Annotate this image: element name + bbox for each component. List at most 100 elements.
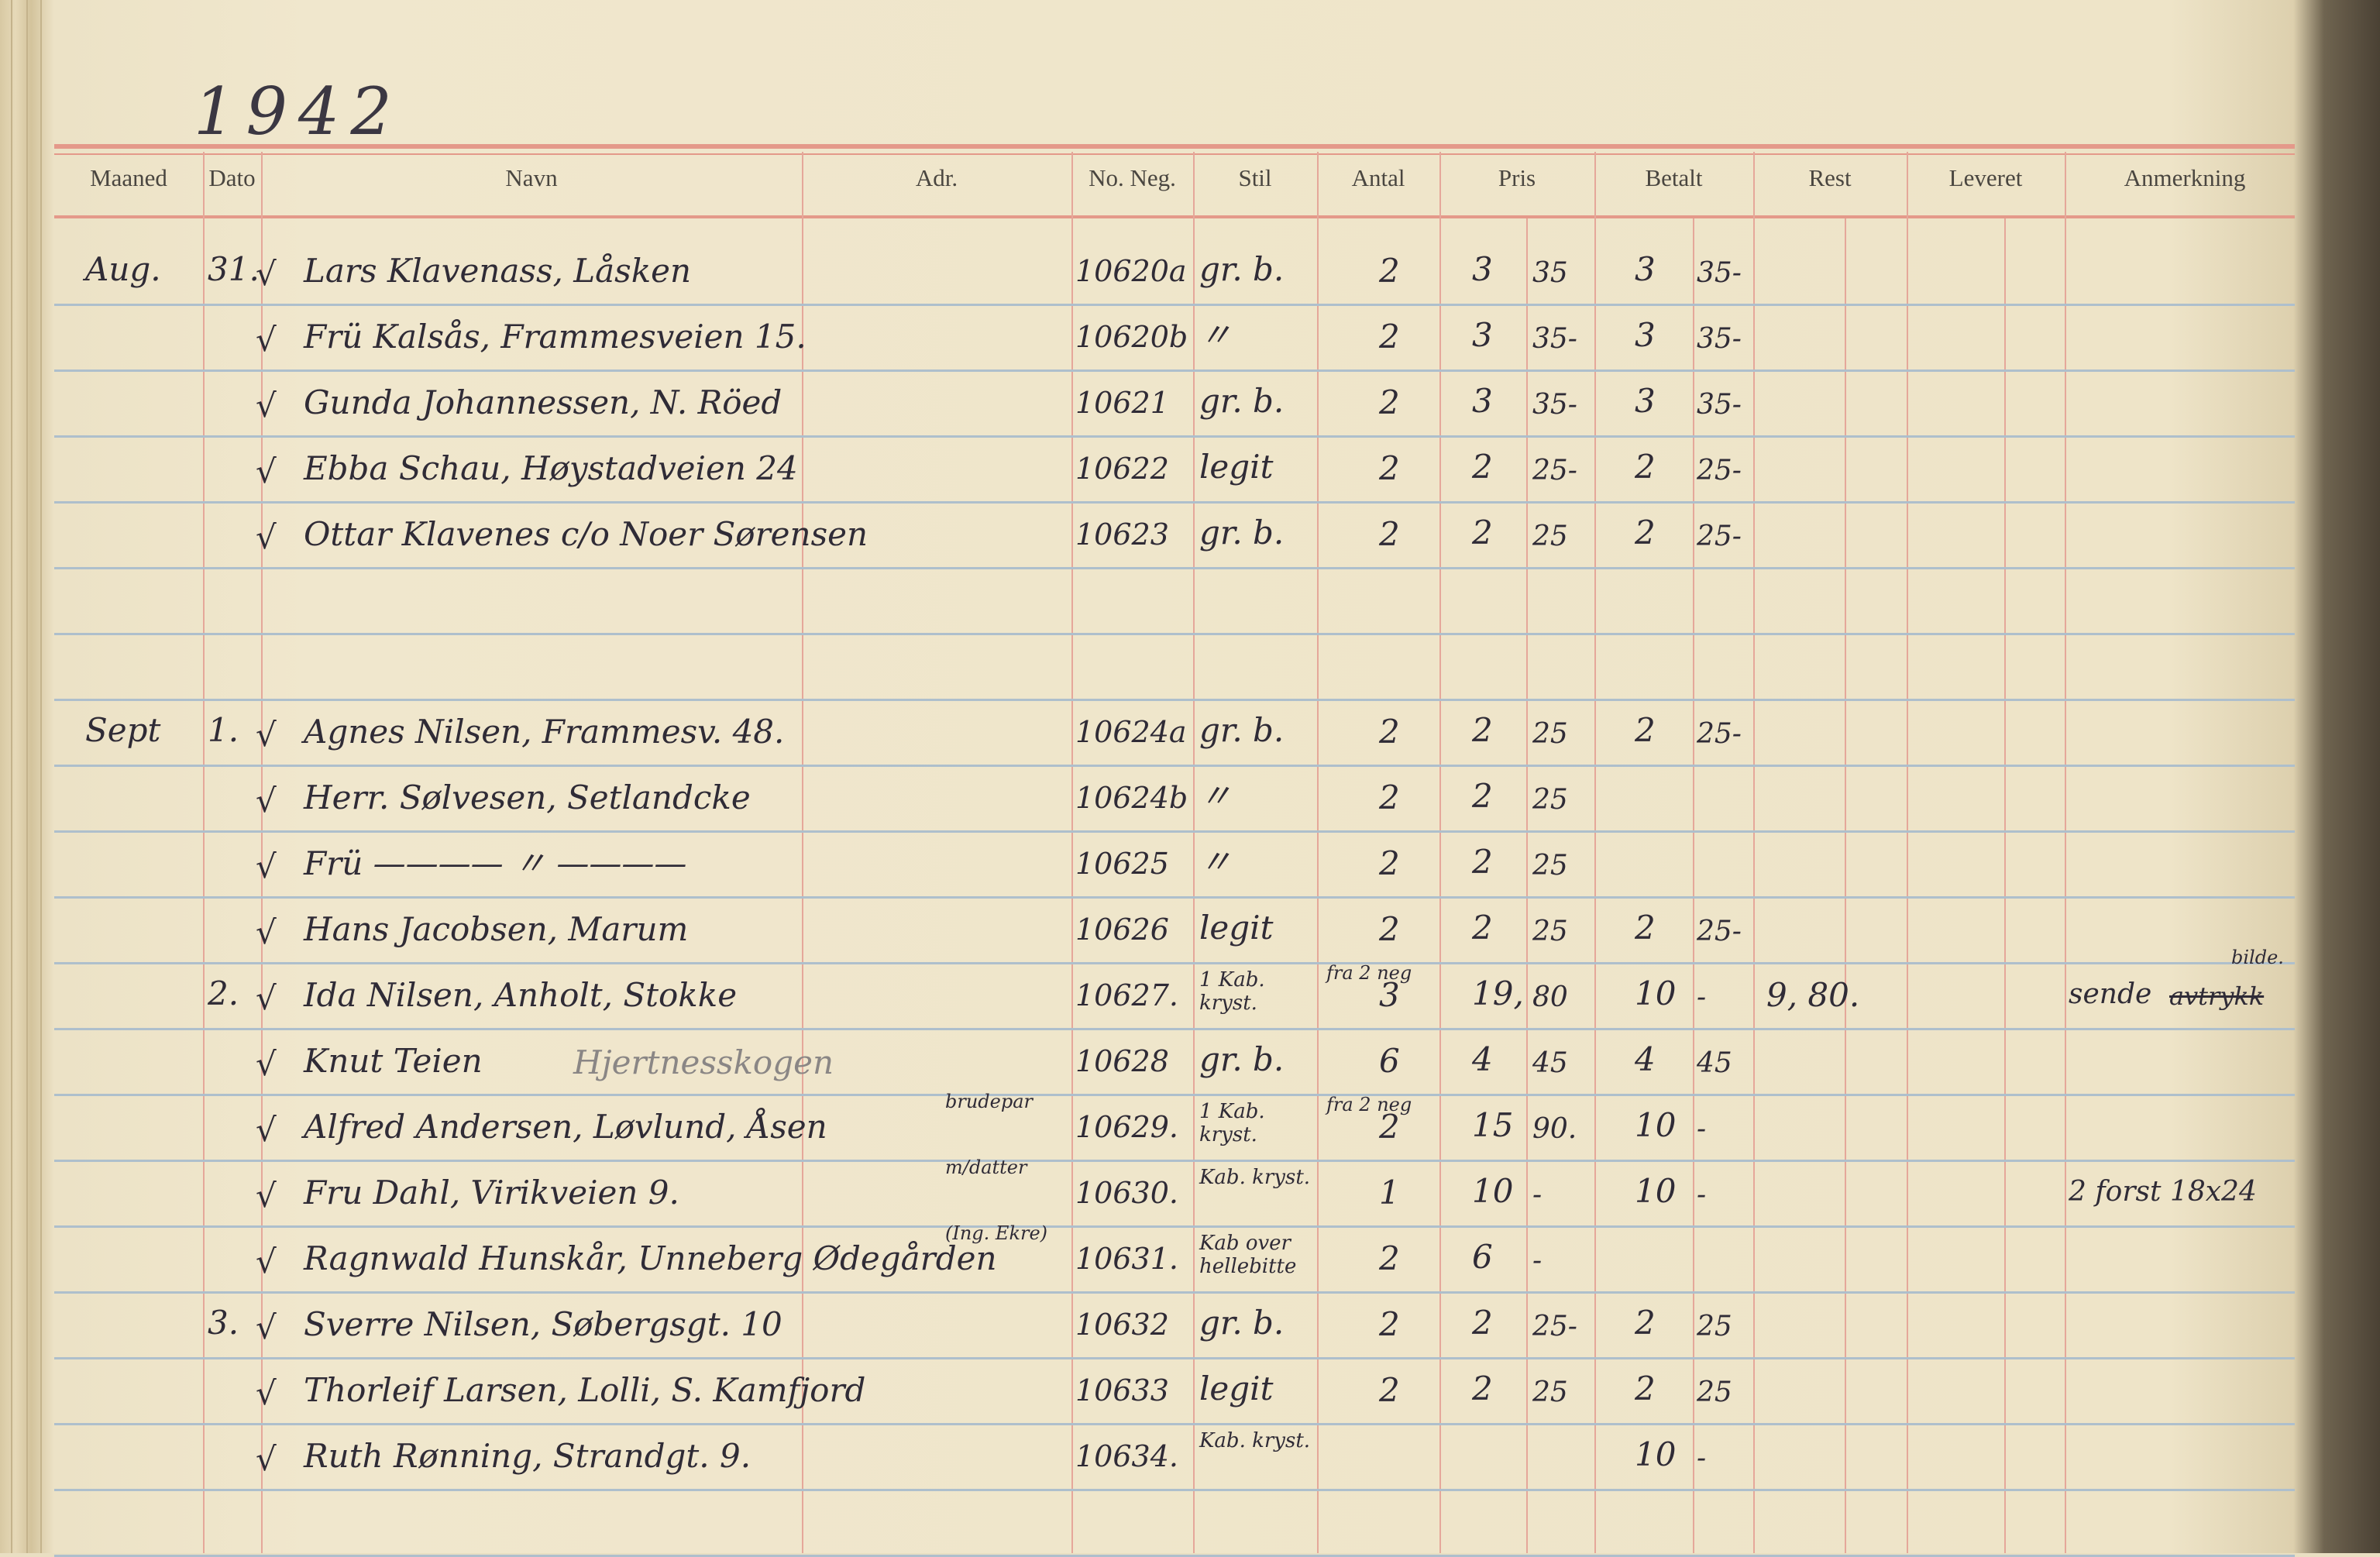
quantity-cell: 2 <box>1379 713 1400 751</box>
quantity-cell: 2 <box>1379 1108 1400 1146</box>
day-cell: 3. <box>208 1304 239 1342</box>
ledger-row: √ Ottar Klavenes c/o Noer Sørensen 10623 gr… <box>0 501 2380 567</box>
paid-kroner-cell: 2 <box>1635 711 1656 749</box>
column-header: Rest <box>1808 164 1852 191</box>
name-cell: Fru Dahl, Virikveien 9. <box>304 1174 679 1212</box>
negative-number-cell: 10621 <box>1075 386 1169 420</box>
quantity-cell: 2 <box>1379 449 1400 487</box>
negative-number-cell: 10624a <box>1075 715 1187 749</box>
negative-number-cell: 10620a <box>1075 254 1187 288</box>
row-rule <box>54 1357 2295 1359</box>
column-rule <box>1439 152 1441 1553</box>
name-note: brudepar <box>945 1091 1034 1112</box>
paid-ore-cell: 25- <box>1697 718 1742 750</box>
quantity-cell: 2 <box>1379 252 1400 290</box>
name-cell: Ottar Klavenes c/o Noer Sørensen <box>304 515 868 553</box>
column-header: No. Neg. <box>1089 164 1176 191</box>
price-kroner-cell: 2 <box>1472 843 1493 881</box>
negative-number-cell: 10623 <box>1075 517 1169 552</box>
price-kroner-cell: 2 <box>1472 1370 1493 1407</box>
negative-number-cell: 10626 <box>1075 913 1169 947</box>
quantity-cell: 2 <box>1379 1371 1400 1409</box>
price-kroner-cell: 10 <box>1472 1172 1514 1210</box>
remark-cell: 2 forst 18x24 <box>2069 1176 2257 1208</box>
price-kroner-cell: 2 <box>1472 1304 1493 1342</box>
ledger-row: √ Fru Dahl, Virikveien 9. m/datter 10630. Ka… <box>0 1157 2380 1225</box>
name-cell: Frü Kalsås, Frammesveien 15. <box>304 318 807 356</box>
column-rule <box>1317 152 1319 1553</box>
row-rule <box>54 765 2295 767</box>
paid-kroner-cell: 2 <box>1635 909 1656 947</box>
paid-ore-cell: 25 <box>1697 1311 1732 1342</box>
price-ore-cell: 25 <box>1532 718 1568 750</box>
page-edge <box>40 0 42 1553</box>
ledger-row: √ Gunda Johannessen, N. Röed 10621 gr. b. 2 3… <box>0 369 2380 435</box>
negative-number-cell: 10633 <box>1075 1373 1169 1407</box>
quantity-cell: 2 <box>1379 318 1400 356</box>
price-kroner-cell: 2 <box>1472 777 1493 815</box>
negative-number-cell: 10632 <box>1075 1308 1169 1342</box>
style-cell: gr. b. <box>1199 382 1285 420</box>
check-mark: √ <box>256 255 277 293</box>
name-address-faint: Hjertnesskogen <box>573 1043 834 1081</box>
column-rule <box>1594 152 1596 1553</box>
ledger-row: √ Alfred Andersen, Løvlund, Åsen brudepar 1… <box>0 1091 2380 1160</box>
price-ore-cell: 90. <box>1532 1113 1577 1145</box>
ledger-row: √ Herr. Sølvesen, Setlandcke 10624b 〃 2 2 25 <box>0 765 2380 830</box>
paid-ore-cell: 35- <box>1697 323 1742 355</box>
negative-number-cell: 10627. <box>1075 978 1178 1012</box>
name-cell: Agnes Nilsen, Frammesv. 48. <box>304 713 785 751</box>
name-cell: Ruth Rønning, Strandgt. 9. <box>304 1437 751 1475</box>
price-ore-cell: - <box>1532 1245 1543 1277</box>
paid-kroner-cell: 2 <box>1635 1370 1656 1407</box>
name-cell: Hans Jacobsen, Marum <box>304 910 689 948</box>
price-kroner-cell: 2 <box>1472 711 1493 749</box>
subcolumn-rule <box>1693 218 1694 1553</box>
paid-kroner-cell: 2 <box>1635 514 1656 552</box>
name-cell: Herr. Sølvesen, Setlandcke <box>304 778 751 816</box>
price-ore-cell: 25 <box>1532 521 1568 552</box>
price-ore-cell: 25- <box>1532 455 1577 486</box>
name-cell: Knut Teien <box>304 1042 483 1080</box>
negative-number-cell: 10624b <box>1075 781 1188 815</box>
name-cell: Alfred Andersen, Løvlund, Åsen <box>304 1108 827 1146</box>
row-rule <box>54 501 2295 504</box>
check-mark: √ <box>256 716 277 754</box>
price-ore-cell: 45 <box>1532 1047 1568 1079</box>
paid-ore-cell: 45 <box>1697 1047 1732 1079</box>
column-rule <box>1753 152 1755 1553</box>
paid-kroner-cell: 10 <box>1635 974 1677 1012</box>
check-mark: √ <box>256 1243 277 1280</box>
style-cell: 〃 <box>1199 316 1233 354</box>
paid-kroner-cell: 10 <box>1635 1435 1677 1473</box>
subcolumn-rule <box>2004 218 2006 1553</box>
ledger-row: √ Ruth Rønning, Strandgt. 9. 10634. Kab. kr… <box>0 1423 2380 1489</box>
paid-ore-cell: 25- <box>1697 916 1742 947</box>
column-header: Adr. <box>915 164 958 191</box>
price-ore-cell: 80 <box>1532 981 1568 1013</box>
name-note: (Ing. Ekre) <box>945 1222 1048 1244</box>
style-cell: 1 Kab. kryst. <box>1199 1100 1265 1146</box>
style-cell: gr. b. <box>1199 1304 1285 1342</box>
check-mark: √ <box>256 847 277 885</box>
quantity-note: fra 2 neg <box>1326 1094 1412 1115</box>
ledger-row: √ Ebba Schau, Høystadveien 24 10622 legit 2 2… <box>0 435 2380 501</box>
price-ore-cell: 25 <box>1532 1377 1568 1408</box>
ledger-row: Aug. 31. √ Lars Klavenass, Låsken 10620a gr. … <box>0 238 2380 304</box>
column-rule <box>1907 152 1908 1553</box>
column-header: Pris <box>1498 164 1536 191</box>
negative-number-cell: 10622 <box>1075 452 1169 486</box>
paid-kroner-cell: 2 <box>1635 1304 1656 1342</box>
style-cell: gr. b. <box>1199 1040 1285 1078</box>
quantity-cell: 2 <box>1379 778 1400 816</box>
style-cell: Kab. kryst. <box>1199 1429 1311 1452</box>
price-ore-cell: 25- <box>1532 1311 1577 1342</box>
row-rule <box>54 369 2295 372</box>
paid-kroner-cell: 3 <box>1635 250 1656 288</box>
column-header: Betalt <box>1645 164 1703 191</box>
column-rule <box>2065 152 2066 1553</box>
check-mark: √ <box>256 1374 277 1412</box>
check-mark: √ <box>256 1111 277 1149</box>
quantity-cell: 2 <box>1379 910 1400 948</box>
column-rule <box>261 152 263 1553</box>
